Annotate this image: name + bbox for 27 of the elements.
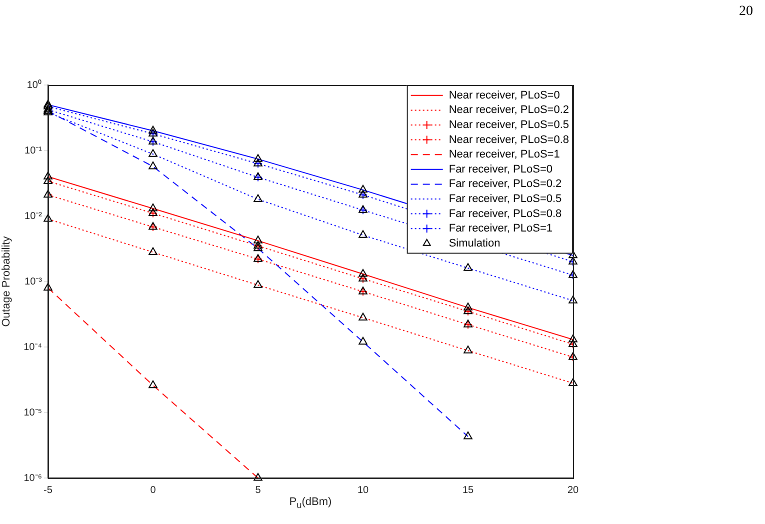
y-tick-label: 10⁻⁵ — [24, 407, 42, 418]
x-tick-label: 15 — [462, 484, 474, 496]
legend-label: Far receiver, PLoS=0.5 — [448, 193, 562, 206]
legend-label: Simulation — [448, 237, 500, 250]
legend-label: Far receiver, PLoS=0.2 — [448, 178, 562, 190]
text: 20 — [739, 4, 753, 20]
x-tick-label: 20 — [567, 484, 579, 496]
x-tick-label: 5 — [255, 484, 262, 496]
legend-label: Near receiver, PLoS=0.8 — [448, 134, 570, 146]
y-tick-label: 10⁻⁶ — [24, 472, 42, 484]
y-tick-label: 10⁻² — [24, 210, 43, 222]
legend-label: Near receiver, PLoS=0.2 — [448, 104, 570, 116]
x-tick-label: 0 — [150, 484, 156, 496]
legend-label: Near receiver, PLoS=0 — [448, 89, 560, 102]
y-tick-label: 10⁻⁴ — [24, 342, 42, 353]
legend-label: Near receiver, PLoS=1 — [448, 148, 560, 161]
legend-label: Far receiver, PLoS=1 — [448, 222, 552, 235]
x-tick-label: -5 — [44, 484, 53, 496]
y-axis-title: Outage Probability — [0, 236, 13, 327]
x-tick-label: 10 — [357, 484, 369, 496]
y-tick-label: 10⁻¹ — [24, 145, 43, 156]
y-tick-label: 10⁰ — [26, 78, 42, 91]
legend-label: Near receiver, PLoS=0.5 — [448, 119, 570, 132]
legend-label: Far receiver, PLoS=0.8 — [448, 208, 562, 220]
legend-label: Far receiver, PLoS=0 — [448, 163, 552, 176]
y-tick-label: 10⁻³ — [24, 276, 43, 288]
x-axis-title: P$_{u}$(dBm) — [288, 496, 333, 510]
